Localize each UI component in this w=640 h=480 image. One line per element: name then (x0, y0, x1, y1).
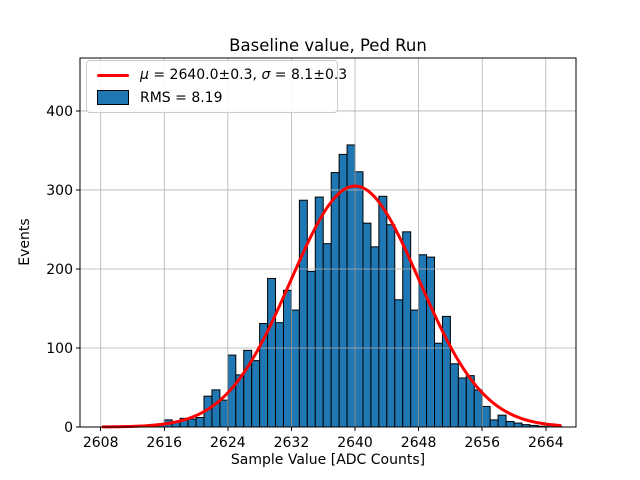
x-tick-label: 2616 (146, 435, 182, 451)
histogram-bar (410, 309, 420, 428)
histogram-bar (282, 289, 292, 428)
chart-title: Baseline value, Ped Run (229, 36, 427, 55)
histogram-bar (386, 224, 396, 428)
histogram-bar (489, 419, 499, 428)
histogram-bar (449, 363, 459, 428)
x-tick-label: 2648 (401, 435, 437, 451)
y-axis-label: Events (17, 218, 33, 266)
legend: μ = 2640.0±0.3, σ = 8.1±0.3 RMS = 8.19 (86, 60, 347, 113)
y-tick-label: 300 (46, 183, 73, 199)
legend-hist-patch-swatch (97, 90, 129, 105)
x-tick-label: 2632 (274, 435, 310, 451)
histogram-bar (267, 277, 277, 428)
histogram-bar (298, 199, 308, 428)
y-tick-label: 0 (64, 420, 73, 436)
x-tick-label: 2664 (528, 435, 564, 451)
legend-entry-hist: RMS = 8.19 (97, 90, 327, 105)
histogram-bar (434, 342, 443, 428)
histogram-bar (505, 420, 515, 428)
histogram-bar (275, 322, 284, 428)
histogram-bar (290, 309, 300, 428)
x-tick-label: 2608 (83, 435, 119, 451)
legend-fit-label: μ = 2640.0±0.3, σ = 8.1±0.3 (140, 67, 348, 83)
y-tick-label: 100 (46, 341, 73, 357)
histogram-bar (187, 418, 197, 428)
histogram-bar (251, 360, 261, 428)
histogram-bar (219, 399, 229, 428)
histogram-bar (473, 389, 483, 428)
x-tick-label: 2624 (210, 435, 246, 451)
histogram-bar (513, 422, 523, 428)
histogram-bar (322, 243, 332, 428)
legend-fit-line-swatch (97, 73, 129, 77)
histogram-bar (426, 256, 436, 428)
y-tick-label: 400 (46, 104, 73, 120)
legend-hist-label: RMS = 8.19 (140, 89, 223, 106)
histogram-bar (354, 171, 364, 428)
histogram-bar (497, 414, 507, 428)
histogram-bar (362, 222, 372, 428)
histogram-bar (306, 270, 316, 428)
x-tick-label: 2656 (464, 435, 500, 451)
histogram-bar (211, 389, 221, 428)
histogram-bar (370, 246, 380, 428)
histogram-bar (457, 377, 467, 428)
x-axis-label: Sample Value [ADC Counts] (230, 452, 426, 468)
histogram-bar (338, 153, 348, 428)
histogram-bar (378, 195, 388, 428)
x-tick-label: 2640 (337, 435, 373, 451)
histogram-bar (330, 172, 340, 428)
axes-spines (79, 57, 577, 428)
histogram-bar (195, 417, 205, 428)
histogram-bar (394, 299, 404, 428)
gaussian-fit-curve (101, 184, 562, 429)
histogram-bar (314, 196, 324, 428)
histogram-bar (481, 405, 491, 428)
y-tick-label: 200 (46, 262, 73, 278)
legend-entry-fit: μ = 2640.0±0.3, σ = 8.1±0.3 (97, 68, 347, 82)
